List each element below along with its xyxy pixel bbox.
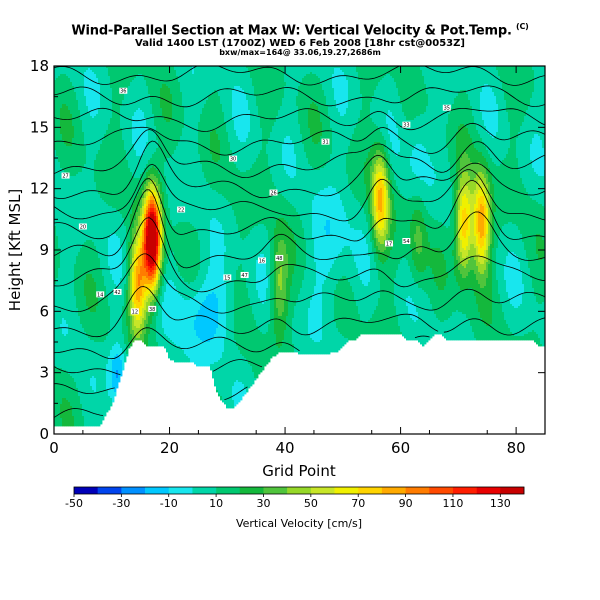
figure: Wind-Parallel Section at Max W: Vertical… [0, 0, 600, 600]
chart-svg: 12141516172022262730313335363842474854 0… [0, 0, 600, 600]
